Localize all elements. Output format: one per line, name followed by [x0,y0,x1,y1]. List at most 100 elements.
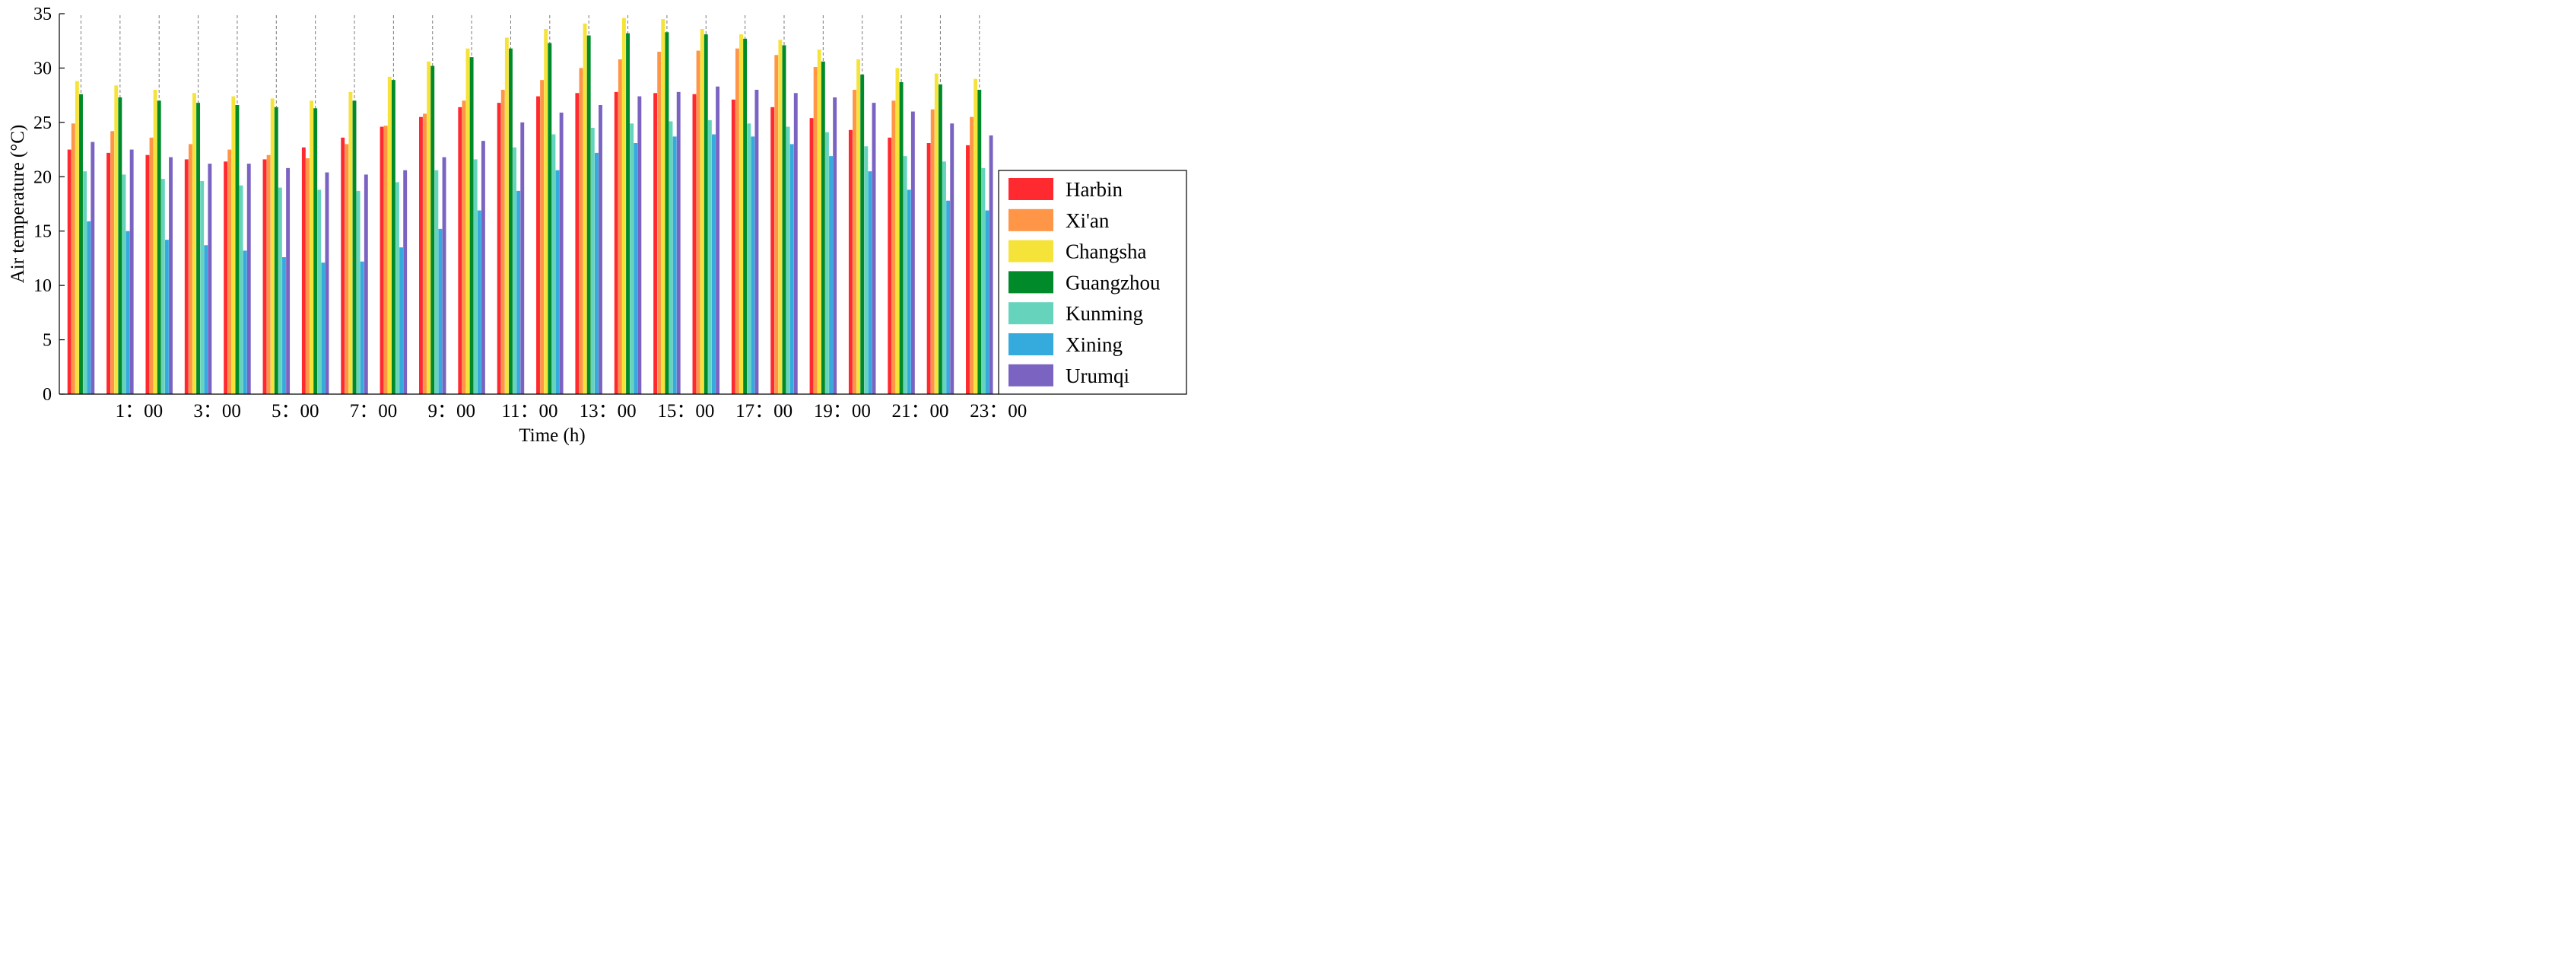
x-tick-label: 21：00 [892,401,949,422]
y-tick-label: 30 [33,59,52,78]
bar-guangzhou-15 [665,32,669,394]
bar-guangzhou-14 [626,33,630,395]
bar-kunming-8 [395,182,399,394]
bar-xining-11 [516,190,521,395]
bar-harbin-20 [848,129,853,395]
y-tick-label: 20 [33,167,52,187]
bar-guangzhou-17 [743,38,748,395]
bar-xining-6 [321,262,326,394]
bar-xining-3 [204,245,208,394]
legend: Harbin Xi'an Changsha Guangzhou Kunming Xinin… [998,170,1187,395]
axes [59,14,999,395]
bar-urumqi-11 [520,122,525,395]
legend-swatch [1008,178,1053,200]
bar-guangzhou-0 [79,94,83,395]
bar-changsha-15 [661,19,665,394]
bar-changsha-20 [856,59,861,394]
bar-harbin-5 [262,159,267,394]
bar-guangzhou-23 [977,90,982,394]
bar-xian-17 [735,48,739,395]
bar-xining-16 [712,134,716,394]
y-tick-label: 5 [43,331,52,351]
y-ticks: 0 5 10 15 20 25 30 35 [33,5,65,405]
legend-label: Harbin [1066,178,1123,201]
bar-changsha-2 [153,90,157,394]
x-tick-label: 9：00 [427,401,475,422]
bar-harbin-12 [536,96,540,394]
bar-xian-21 [891,100,896,395]
bar-xining-10 [477,210,481,394]
gridlines [81,15,980,394]
legend-swatch [1008,333,1053,355]
bar-guangzhou-11 [509,48,513,395]
bar-harbin-11 [497,103,501,394]
bar-xian-18 [774,55,779,394]
bar-kunming-16 [707,120,712,394]
bar-kunming-14 [630,123,634,395]
bar-xining-13 [594,152,599,395]
bar-kunming-21 [903,156,907,394]
bar-xian-2 [149,137,154,395]
bar-changsha-9 [427,61,431,395]
bar-urumqi-23 [989,135,993,394]
bar-kunming-7 [356,190,361,395]
bar-harbin-13 [575,93,580,394]
bar-guangzhou-18 [782,45,786,395]
bar-urumqi-6 [325,172,329,394]
bar-urumqi-2 [169,157,173,394]
bar-xining-5 [282,257,286,394]
bar-changsha-16 [700,29,704,394]
bar-harbin-18 [770,107,775,395]
bar-changsha-6 [310,100,314,395]
legend-label: Kunming [1066,302,1143,325]
bar-kunming-23 [981,167,986,395]
bar-harbin-21 [888,137,892,395]
bar-changsha-18 [778,40,783,394]
bar-urumqi-22 [950,123,954,395]
bar-changsha-19 [817,49,821,394]
bar-guangzhou-16 [704,34,708,394]
bar-harbin-23 [966,145,970,395]
bar-xian-10 [462,100,466,395]
bar-guangzhou-12 [548,43,552,394]
y-tick-label: 15 [33,222,52,242]
x-tick-label: 23：00 [970,401,1027,422]
bar-changsha-13 [583,23,587,395]
bar-urumqi-13 [599,105,602,394]
bar-changsha-17 [739,34,743,394]
x-tick-label: 5：00 [272,401,319,422]
bar-xian-6 [306,158,310,394]
y-tick-label: 25 [33,113,52,133]
bar-urumqi-14 [637,96,642,394]
bar-changsha-22 [934,73,939,394]
bar-harbin-19 [809,118,814,394]
bar-xian-20 [853,90,856,394]
bar-changsha-5 [270,98,275,394]
bar-harbin-10 [458,107,462,395]
bar-xining-0 [87,221,91,394]
y-tick-label: 0 [43,385,52,405]
bar-kunming-6 [317,189,322,394]
bar-xining-19 [829,156,833,394]
bar-harbin-6 [301,147,306,394]
bar-urumqi-1 [129,149,134,394]
bar-xian-9 [423,113,427,394]
bar-guangzhou-20 [860,75,865,394]
bar-xian-12 [540,80,545,394]
legend-swatch [1008,302,1053,325]
bar-harbin-4 [224,161,228,395]
bar-xining-12 [555,170,560,394]
bar-guangzhou-7 [352,100,357,395]
x-tick-label: 15：00 [657,401,714,422]
bar-urumqi-4 [246,164,251,394]
bar-xining-9 [438,228,443,394]
y-axis-label: Air temperature (°C) [8,125,28,284]
bar-guangzhou-2 [157,100,161,395]
bar-changsha-14 [621,18,626,395]
bar-guangzhou-3 [196,103,201,394]
bar-guangzhou-21 [899,82,904,394]
bar-xining-15 [672,136,677,394]
bars [67,18,993,395]
bar-kunming-5 [278,187,282,394]
bar-urumqi-21 [910,111,915,394]
